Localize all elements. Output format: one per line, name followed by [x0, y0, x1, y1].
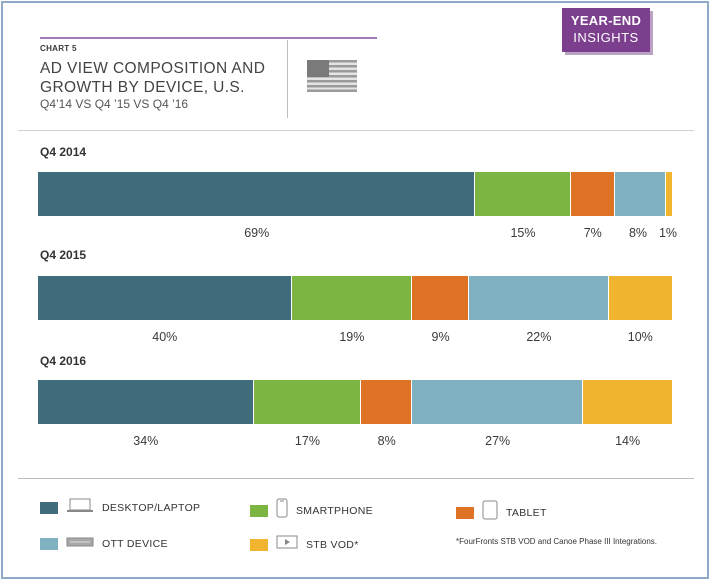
- bar-segment-smartphone: [253, 380, 362, 424]
- row-label-q4-2014: Q4 2014: [40, 145, 87, 159]
- stacked-bar-q4-2016: [38, 380, 672, 424]
- legend-label-desktop: DESKTOP/LAPTOP: [102, 501, 201, 514]
- chart-title: AD VIEW COMPOSITION AND GROWTH BY DEVICE…: [40, 60, 266, 96]
- bar-segment-stb: [608, 276, 672, 320]
- value-label-smartphone: 19%: [339, 330, 365, 344]
- value-label-tablet: 8%: [377, 434, 396, 448]
- bar-segment-tablet: [570, 172, 615, 216]
- value-label-desktop: 40%: [152, 330, 178, 344]
- value-label-tablet: 7%: [583, 226, 602, 240]
- value-label-stb: 10%: [627, 330, 653, 344]
- legend-swatch-ott: [40, 538, 58, 550]
- title-rule: [40, 37, 377, 39]
- bar-segment-stb: [665, 172, 672, 216]
- header-separator: [18, 130, 694, 131]
- footnote: *FourFronts STB VOD and Canoe Phase III …: [456, 537, 657, 546]
- legend-label-smartphone: SMARTPHONE: [296, 504, 373, 517]
- header-divider: [287, 40, 288, 118]
- bar-segment-ott: [469, 276, 609, 320]
- legend-label-stb: STB VOD*: [306, 538, 359, 551]
- stacked-bar-q4-2015: [38, 276, 672, 320]
- ott-device-icon: [66, 535, 94, 553]
- bar-segment-desktop: [38, 380, 254, 424]
- legend-item-smartphone: SMARTPHONE: [250, 498, 373, 523]
- stacked-bar-q4-2014: [38, 172, 672, 216]
- value-label-ott: 22%: [526, 330, 552, 344]
- chart-subtitle: Q4’14 VS Q4 ’15 VS Q4 ’16: [40, 97, 189, 111]
- value-label-ott: 8%: [628, 226, 648, 240]
- badge-line-2: INSIGHTS: [573, 30, 639, 45]
- legend-swatch-smartphone: [250, 504, 268, 517]
- value-label-stb: 1%: [658, 226, 678, 240]
- legend-item-ott: OTT DEVICE: [40, 535, 168, 553]
- bar-segment-tablet: [412, 276, 470, 320]
- bar-segment-ott: [614, 172, 666, 216]
- bar-segment-ott: [412, 380, 584, 424]
- set-top-box-icon: [276, 535, 298, 554]
- legend-swatch-tablet: [456, 506, 474, 519]
- bar-segment-smartphone: [475, 172, 571, 216]
- legend-separator: [18, 478, 694, 479]
- value-label-smartphone: 15%: [510, 226, 536, 240]
- value-label-desktop: 69%: [244, 226, 270, 240]
- badge-line-1: YEAR-END: [570, 13, 642, 28]
- value-label-tablet: 9%: [431, 330, 450, 344]
- year-end-insights-badge: YEAR-END INSIGHTS: [562, 8, 650, 52]
- value-label-smartphone: 17%: [294, 434, 320, 448]
- bar-segment-smartphone: [291, 276, 413, 320]
- smartphone-icon: [276, 498, 288, 523]
- legend-item-desktop: DESKTOP/LAPTOP: [40, 498, 200, 517]
- value-label-desktop: 34%: [133, 434, 159, 448]
- legend-label-ott: OTT DEVICE: [102, 538, 168, 550]
- bar-segment-stb: [583, 380, 672, 424]
- us-flag-icon: [307, 60, 357, 92]
- laptop-icon: [66, 498, 94, 517]
- legend-swatch-desktop: [40, 501, 58, 514]
- row-label-q4-2015: Q4 2015: [40, 248, 87, 262]
- legend-swatch-stb: [250, 538, 268, 551]
- bar-segment-desktop: [38, 172, 476, 216]
- bar-segment-tablet: [361, 380, 413, 424]
- row-label-q4-2016: Q4 2016: [40, 354, 87, 368]
- bar-segment-desktop: [38, 276, 292, 320]
- legend-item-stb: STB VOD*: [250, 535, 359, 554]
- legend-item-tablet: TABLET: [456, 500, 547, 525]
- value-label-stb: 14%: [615, 434, 641, 448]
- value-label-ott: 27%: [485, 434, 511, 448]
- tablet-icon: [482, 500, 498, 525]
- chart-number: CHART 5: [40, 44, 77, 53]
- legend-label-tablet: TABLET: [506, 506, 547, 519]
